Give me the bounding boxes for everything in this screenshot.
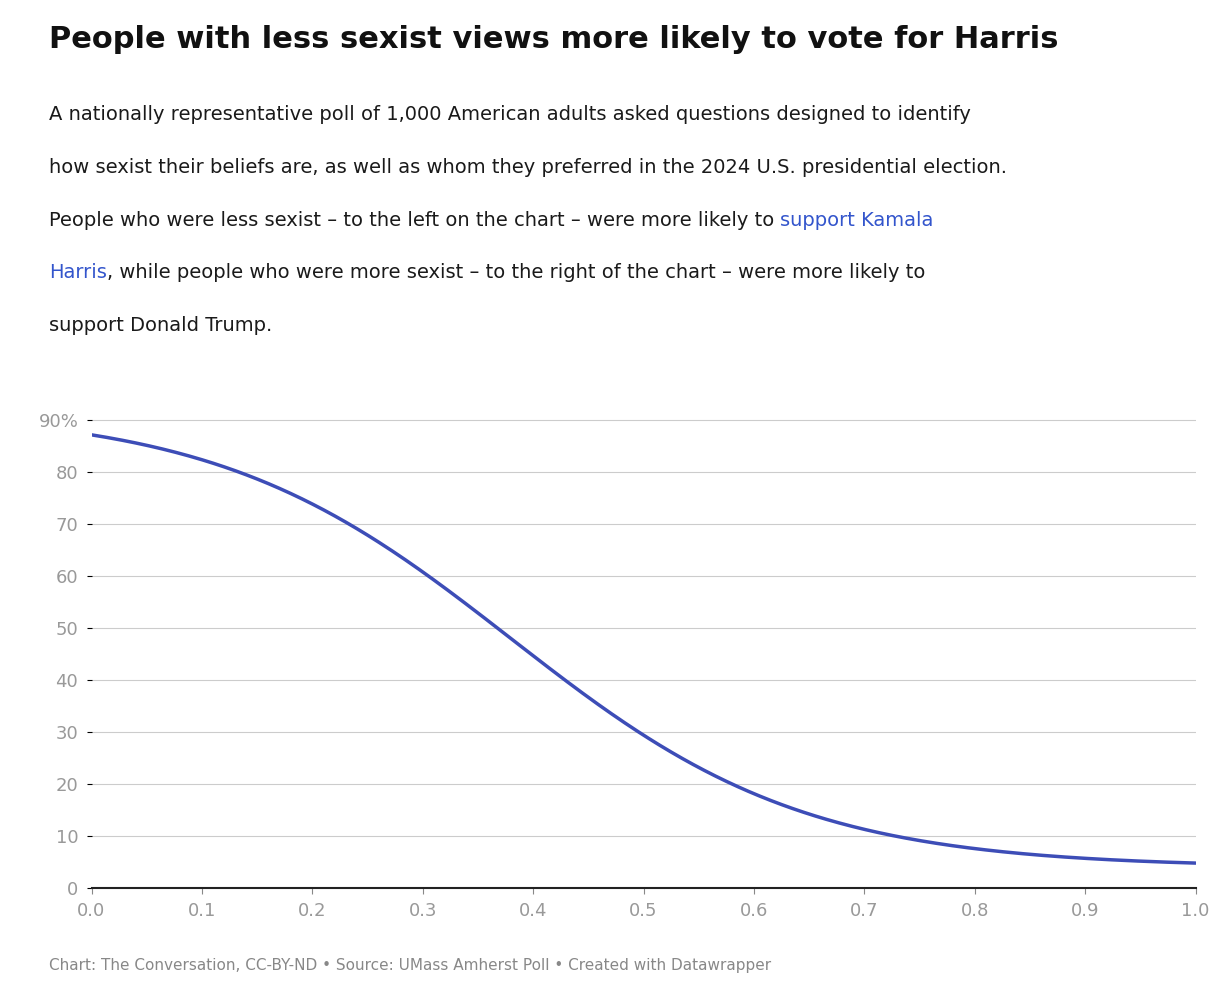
Text: Harris: Harris xyxy=(49,263,106,282)
Text: support Kamala: support Kamala xyxy=(781,211,933,230)
Text: A nationally representative poll of 1,000 American adults asked questions design: A nationally representative poll of 1,00… xyxy=(49,105,971,124)
Text: Chart: The Conversation, CC-BY-ND • Source: UMass Amherst Poll • Created with Da: Chart: The Conversation, CC-BY-ND • Sour… xyxy=(49,958,771,973)
Text: People who were less sexist – to the left on the chart – were more likely to: People who were less sexist – to the lef… xyxy=(49,211,781,230)
Text: how sexist their beliefs are, as well as whom they preferred in the 2024 U.S. pr: how sexist their beliefs are, as well as… xyxy=(49,158,1006,177)
Text: People with less sexist views more likely to vote for Harris: People with less sexist views more likel… xyxy=(49,25,1058,54)
Text: support Donald Trump.: support Donald Trump. xyxy=(49,316,272,335)
Text: , while people who were more sexist – to the right of the chart – were more like: , while people who were more sexist – to… xyxy=(106,263,925,282)
